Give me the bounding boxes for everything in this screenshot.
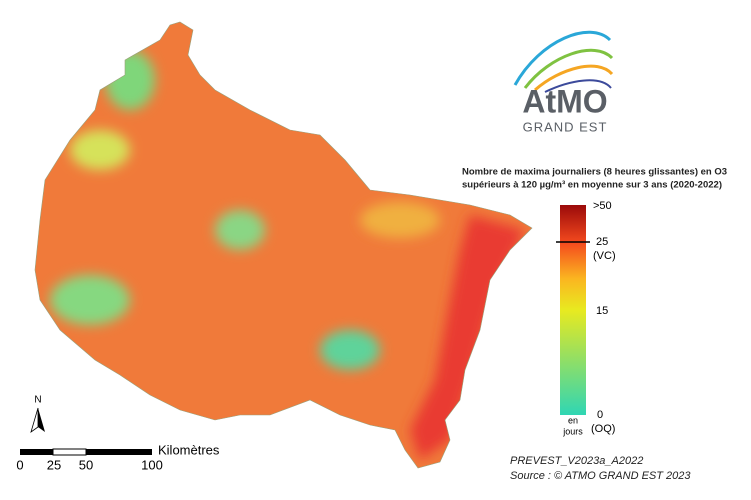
legend-title: Nombre de maxima journaliers (8 heures g…: [462, 167, 727, 178]
logo: AtMO GRAND EST: [513, 30, 614, 134]
logo-name: AtMO: [522, 83, 607, 119]
legend-note: (OQ): [591, 423, 615, 435]
legend-label: 0: [597, 409, 603, 421]
scale-label: 50: [79, 457, 93, 472]
north-label: N: [34, 395, 41, 406]
legend-unit: jours: [562, 426, 583, 436]
legend-note: (VC): [593, 250, 616, 262]
scale-label: 100: [141, 457, 163, 472]
north-arrow: N: [30, 395, 45, 433]
legend-label: 15: [596, 305, 608, 317]
logo-region: GRAND EST: [523, 119, 608, 134]
color-bar: [560, 205, 586, 415]
scale-label: 0: [16, 457, 23, 472]
scale-label: 25: [47, 457, 61, 472]
scale-bar: Kilomètres 0 25 50 100: [16, 442, 220, 472]
legend-label: 25: [596, 236, 608, 248]
scale-title: Kilomètres: [158, 442, 220, 457]
footer-text: PREVEST_V2023a_A2022: [510, 455, 643, 467]
legend-title: supérieurs à 120 µg/m³ en moyenne sur 3 …: [462, 180, 722, 191]
footer-text: Source : © ATMO GRAND EST 2023: [510, 470, 691, 482]
legend-label: >50: [593, 200, 612, 212]
legend-unit: en: [568, 415, 578, 425]
map: [35, 22, 532, 468]
